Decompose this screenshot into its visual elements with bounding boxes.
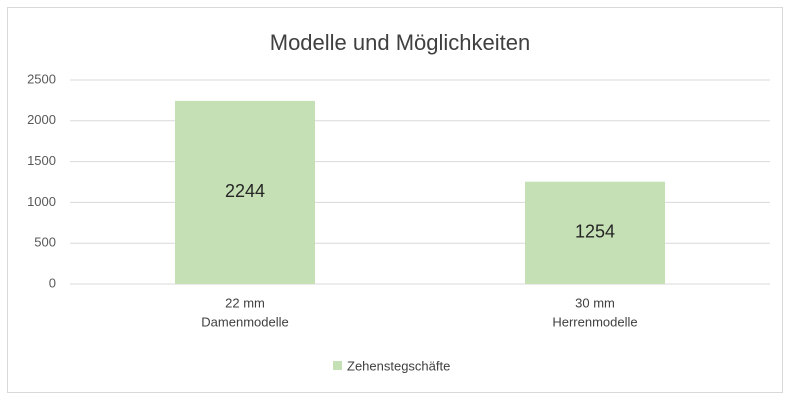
data-label: 1254	[575, 222, 615, 242]
chart-frame	[7, 7, 783, 393]
y-tick-label: 1000	[27, 194, 56, 209]
x-tick-label: Herrenmodelle	[552, 314, 637, 329]
x-tick-label: 30 mm	[575, 295, 615, 310]
y-tick-label: 0	[49, 275, 56, 290]
legend-label: Zehenstegschäfte	[347, 358, 450, 373]
y-tick-label: 1500	[27, 153, 56, 168]
bar	[525, 181, 665, 284]
data-label: 2244	[225, 181, 265, 201]
y-tick-label: 500	[34, 235, 56, 250]
y-tick-label: 2000	[27, 112, 56, 127]
chart-title: Modelle und Möglichkeiten	[270, 30, 531, 55]
bar	[175, 100, 315, 284]
x-tick-label: Damenmodelle	[201, 314, 288, 329]
legend-swatch	[333, 361, 342, 370]
x-tick-label: 22 mm	[225, 295, 265, 310]
y-tick-label: 2500	[27, 71, 56, 86]
